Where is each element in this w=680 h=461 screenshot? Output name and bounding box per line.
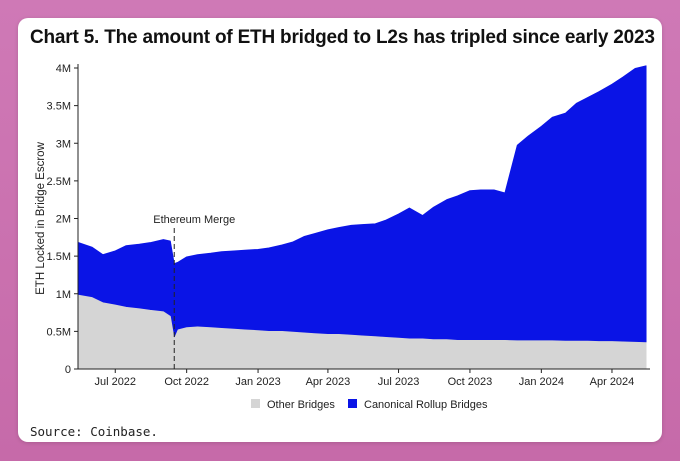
series-area-canonical-rollup-bridges [78,65,647,344]
x-tick-label: Oct 2023 [448,376,493,388]
x-tick-label: Apr 2023 [306,376,351,388]
y-tick-label: 3M [56,138,71,150]
x-tick-label: Jul 2022 [94,376,136,388]
y-tick-label: 4M [56,63,71,75]
y-tick-label: 1M [56,289,71,301]
x-tick-label: Jan 2023 [235,376,280,388]
x-tick-label: Oct 2022 [164,376,209,388]
y-tick-label: 1.5M [47,251,71,263]
series-area-other-bridges [78,294,647,370]
x-tick-label: Apr 2024 [590,376,635,388]
source-note: Source: Coinbase. [30,424,158,439]
y-tick-label: 0 [65,364,71,376]
merge-annotation-label: Ethereum Merge [153,214,235,226]
y-tick-label: 3.5M [47,101,71,113]
y-tick-label: 0.5M [47,326,71,338]
x-tick-label: Jan 2024 [519,376,564,388]
y-axis-label: ETH Locked in Bridge Escrow [35,141,47,294]
legend-label: Other Bridges [267,399,335,411]
chart-svg: 0 0.5M 1M 1.5M 2M 2.5M 3M 3.5M 4M Jul 2022 Oct 202… [35,63,650,411]
chart-card: Chart 5. The amount of ETH bridged to L2… [18,18,662,442]
y-tick-label: 2.5M [47,176,71,188]
legend-label: Canonical Rollup Bridges [364,399,488,411]
y-tick-label: 2M [56,214,71,226]
chart-title: Chart 5. The amount of ETH bridged to L2… [30,27,655,48]
legend-swatch [348,399,357,408]
legend-swatch [251,399,260,408]
x-tick-label: Jul 2023 [378,376,420,388]
